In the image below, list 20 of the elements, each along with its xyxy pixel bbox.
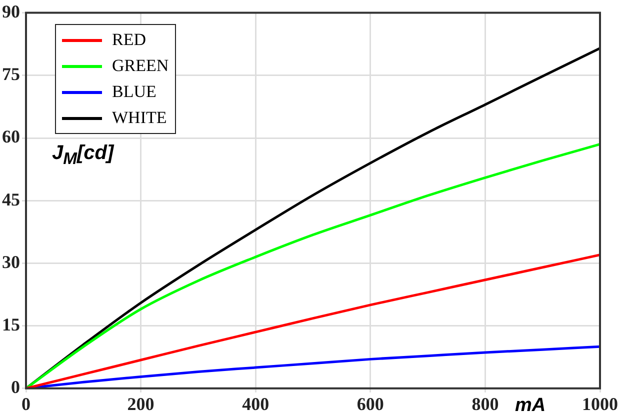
x-axis-title: mA (515, 395, 546, 417)
y-tick-label: 75 (2, 64, 20, 84)
y-tick-label: 90 (2, 1, 20, 22)
legend-label: RED (112, 30, 146, 50)
line-series (26, 143, 600, 388)
x-tick-label: 400 (242, 394, 270, 414)
y-tick-label: 30 (2, 252, 20, 272)
legend-label: WHITE (112, 108, 167, 128)
y-tick-label: 15 (2, 314, 20, 334)
y-axis-title: J$_{M}$[cd] (52, 142, 114, 169)
legend-label: BLUE (112, 82, 156, 102)
line-series (26, 254, 600, 388)
x-tick-label: 200 (127, 394, 154, 414)
x-tick-label: 1000 (582, 394, 618, 414)
x-tick-label: 800 (472, 394, 499, 414)
y-tick-label: 60 (2, 126, 20, 147)
y-tick-label: 45 (2, 189, 20, 210)
legend-label: GREEN (112, 56, 169, 76)
y-tick-label: 0 (11, 377, 20, 398)
x-tick-label: 600 (356, 394, 384, 414)
